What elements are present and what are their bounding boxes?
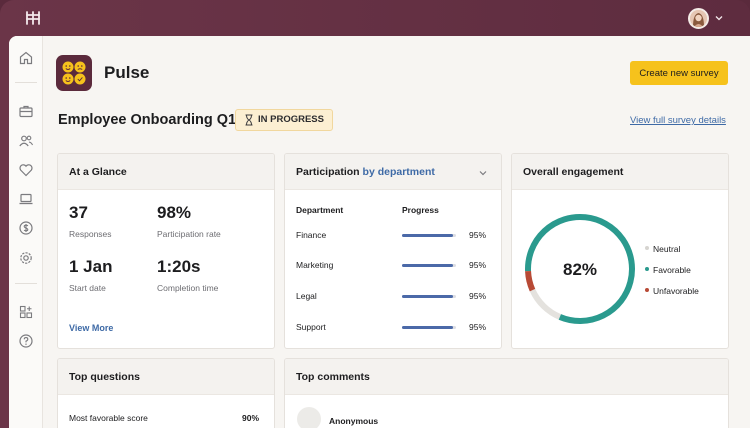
progress-percent: 95%: [469, 230, 487, 240]
status-label: IN PROGRESS: [258, 114, 324, 125]
department-column-header: Department: [296, 205, 344, 215]
legend-unfavorable: Unfavorable: [645, 286, 699, 296]
unfavorable-segment: [525, 270, 536, 292]
card-title: Top questions: [69, 371, 140, 383]
apps-icon[interactable]: [18, 304, 34, 320]
card-title: At a Glance: [69, 166, 127, 178]
settings-icon[interactable]: [18, 250, 34, 266]
progress-percent: 95%: [469, 322, 487, 332]
top-questions-card: Top questions Most favorable score 90%: [57, 358, 275, 428]
legend-label: Unfavorable: [653, 286, 699, 296]
completion-time-value: 1:20s: [157, 257, 201, 276]
participation-title: Participation: [296, 166, 360, 178]
progress-bar: [402, 326, 456, 329]
nav-divider: [15, 82, 37, 83]
engagement-card: Overall engagement 82% Neutral Favorable…: [511, 153, 729, 349]
comment-author: Anonymous: [329, 416, 379, 426]
engagement-value: 82%: [563, 260, 597, 279]
legend-favorable: Favorable: [645, 265, 691, 275]
top-bar: [0, 0, 750, 36]
card-header: At a Glance: [58, 154, 274, 190]
comment-avatar: [297, 407, 321, 428]
progress-bar-fill: [402, 326, 454, 329]
neutral-segment: [529, 288, 562, 320]
legend-dot: [645, 288, 649, 292]
app-window: Pulse Create new survey Employee Onboard…: [9, 36, 750, 428]
progress-bar-fill: [402, 264, 454, 267]
legend-label: Neutral: [653, 244, 681, 254]
app-logo-icon[interactable]: [24, 10, 42, 26]
home-icon[interactable]: [18, 50, 34, 66]
user-avatar[interactable]: [688, 8, 709, 29]
chevron-down-icon[interactable]: [478, 168, 488, 178]
card-title: Participation by department: [296, 166, 435, 178]
create-survey-button[interactable]: Create new survey: [630, 61, 728, 85]
progress-percent: 95%: [469, 291, 487, 301]
glance-card: At a Glance 37 Responses 98% Participati…: [57, 153, 275, 349]
department-filter[interactable]: by department: [362, 166, 435, 178]
main-content: Pulse Create new survey Employee Onboard…: [43, 36, 750, 428]
hourglass-icon: [245, 114, 253, 126]
people-icon[interactable]: [18, 133, 34, 149]
start-date-value: 1 Jan: [69, 257, 113, 276]
view-more-link[interactable]: View More: [69, 323, 114, 333]
department-name: Finance: [296, 230, 327, 240]
heart-icon[interactable]: [18, 162, 34, 178]
engagement-donut-chart: 82%: [525, 214, 635, 324]
help-icon[interactable]: [18, 333, 34, 349]
legend-dot: [645, 246, 649, 250]
card-header[interactable]: Participation by department: [285, 154, 501, 190]
progress-column-header: Progress: [402, 205, 439, 215]
top-comments-card: Top comments Anonymous: [284, 358, 729, 428]
emoji-grid-icon: [62, 61, 86, 85]
question-row-label: Most favorable score: [69, 413, 148, 423]
participation-rate-value: 98%: [157, 203, 192, 222]
progress-bar: [402, 295, 456, 298]
app-title: Pulse: [104, 63, 150, 82]
card-title: Top comments: [296, 371, 370, 383]
legend-label: Favorable: [653, 265, 691, 275]
survey-title: Employee Onboarding Q1: [58, 112, 237, 128]
chevron-down-icon[interactable]: [714, 13, 724, 23]
progress-percent: 95%: [469, 260, 487, 270]
card-header: Top comments: [285, 359, 728, 395]
progress-bar-fill: [402, 234, 454, 237]
completion-time-label: Completion time: [157, 283, 219, 293]
responses-label: Responses: [69, 229, 112, 239]
responses-value: 37: [69, 203, 88, 222]
card-header: Overall engagement: [512, 154, 728, 190]
department-name: Support: [296, 322, 326, 332]
department-name: Marketing: [296, 260, 334, 270]
nav-divider: [15, 283, 37, 284]
side-navigation: [9, 36, 43, 428]
view-survey-details-link[interactable]: View full survey details: [630, 115, 726, 126]
card-header: Top questions: [58, 359, 274, 395]
legend-dot: [645, 267, 649, 271]
participation-rate-label: Participation rate: [157, 229, 221, 239]
question-row-value: 90%: [242, 413, 260, 423]
pulse-app-icon: [56, 55, 92, 91]
progress-bar: [402, 234, 456, 237]
briefcase-icon[interactable]: [18, 103, 34, 119]
favorable-segment: [525, 214, 635, 324]
progress-bar: [402, 264, 456, 267]
dollar-icon[interactable]: [18, 220, 34, 236]
participation-card: Participation by department Department P…: [284, 153, 502, 349]
legend-neutral: Neutral: [645, 244, 681, 254]
avatar-portrait-icon: [690, 10, 707, 27]
card-title: Overall engagement: [523, 166, 624, 178]
laptop-icon[interactable]: [18, 191, 34, 207]
status-badge: IN PROGRESS: [235, 109, 333, 131]
progress-bar-fill: [402, 295, 454, 298]
department-name: Legal: [296, 291, 317, 301]
start-date-label: Start date: [69, 283, 106, 293]
